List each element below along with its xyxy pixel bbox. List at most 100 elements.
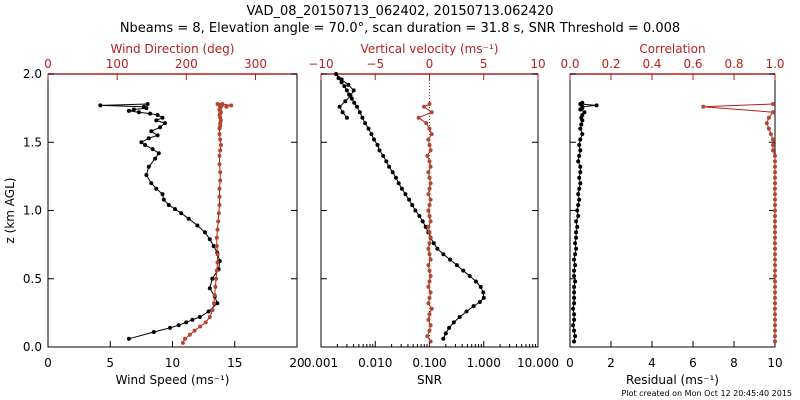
data-point-snr [451,320,456,325]
bottom-tick-label: 0.100 [412,356,446,370]
data-point-wind-direction [218,170,223,175]
data-point-vertical-velocity [425,334,430,339]
data-point-residual [574,230,579,235]
data-point-snr [477,300,482,304]
data-point-correlation [773,312,777,317]
data-point-wind-direction [218,148,223,153]
data-point-correlation [773,224,777,229]
data-point-residual [573,279,578,284]
data-point-residual [594,103,599,108]
data-point-snr [441,252,446,257]
data-point-vertical-velocity [428,274,433,278]
figure-title: VAD_08_20150713_062402, 20150713.062420 [247,4,554,19]
data-point-correlation [773,192,777,197]
top-axis-label: Correlation [639,42,705,56]
data-point-snr [363,121,368,126]
top-tick-label: 0 [44,57,52,71]
top-tick-label: 0.6 [683,57,702,71]
data-point-snr [471,304,476,309]
data-point-wind-direction [207,315,212,319]
data-point-wind-speed [168,325,172,330]
data-point-wind-direction [213,284,218,289]
data-point-wind-direction [217,194,222,199]
data-point-vertical-velocity [424,121,429,126]
data-point-residual [577,175,582,180]
data-point-correlation [766,126,771,131]
data-point-wind-direction [217,203,222,207]
data-point-vertical-velocity [428,197,433,202]
data-point-residual [572,312,577,317]
data-point-snr [366,126,371,131]
data-point-snr [381,153,386,158]
data-point-vertical-velocity [429,306,434,311]
top-tick-label: 200 [175,57,198,71]
data-point-wind-speed [161,197,166,202]
top-tick-label: 10 [530,57,545,71]
plot-frame [569,73,776,348]
data-point-wind-speed [179,211,184,216]
series-line-wind-direction [182,103,232,344]
data-point-residual [572,257,577,262]
data-point-correlation [773,197,777,202]
data-point-wind-direction [214,268,219,273]
data-point-snr [417,214,422,218]
data-point-correlation [768,132,773,137]
data-point-correlation [771,102,775,106]
data-point-residual [573,334,578,339]
data-point-wind-direction [212,293,217,298]
data-point-wind-speed [126,108,131,113]
bottom-tick-label: 10 [767,356,782,370]
data-point-vertical-velocity [428,290,433,295]
data-point-residual [572,290,577,295]
data-point-vertical-velocity [426,263,431,268]
data-point-snr [478,284,483,289]
data-point-wind-speed [146,136,151,141]
data-point-snr [342,84,347,89]
data-point-wind-speed [207,237,212,242]
data-point-snr [348,93,353,98]
data-point-vertical-velocity [427,186,432,191]
series-line-snr [335,73,485,340]
data-point-vertical-velocity [427,159,432,164]
data-point-vertical-velocity [427,126,432,131]
data-point-residual [576,192,581,197]
data-point-correlation [773,323,777,328]
data-point-snr [467,274,472,278]
data-point-snr [410,203,415,207]
data-point-correlation [773,306,777,311]
top-tick-label: −10 [308,57,333,71]
data-point-wind-speed [215,301,220,306]
data-point-residual [572,328,577,333]
data-point-residual [578,148,583,153]
data-point-correlation [773,339,777,344]
data-point-wind-speed [184,320,189,325]
bottom-tick-label: 4 [648,356,656,370]
data-point-residual [578,181,583,186]
data-point-wind-speed [143,143,148,147]
data-point-correlation [773,246,777,251]
data-point-snr [339,77,344,82]
data-point-snr [334,72,339,76]
data-point-vertical-velocity [428,257,433,262]
data-point-vertical-velocity [425,153,430,158]
bottom-tick-label: 15 [227,356,242,370]
data-point-wind-speed [154,186,159,191]
data-point-snr [441,336,446,341]
data-point-wind-speed [158,125,163,130]
data-point-snr [390,170,395,175]
bottom-tick-label: 1.000 [467,356,501,370]
data-point-snr [351,88,356,93]
bottom-tick-label: 0 [566,356,574,370]
data-point-correlation [773,295,777,300]
data-point-snr [481,290,486,295]
data-point-snr [454,263,459,268]
top-tick-label: −5 [366,57,384,71]
data-point-correlation [773,186,777,191]
data-point-correlation [773,317,777,322]
data-point-vertical-velocity [426,301,431,306]
data-point-residual [577,153,582,158]
bottom-tick-label: 5 [106,356,114,370]
data-point-wind-direction [180,340,185,345]
series-line-wind-speed [100,103,221,340]
data-point-correlation [771,137,775,142]
